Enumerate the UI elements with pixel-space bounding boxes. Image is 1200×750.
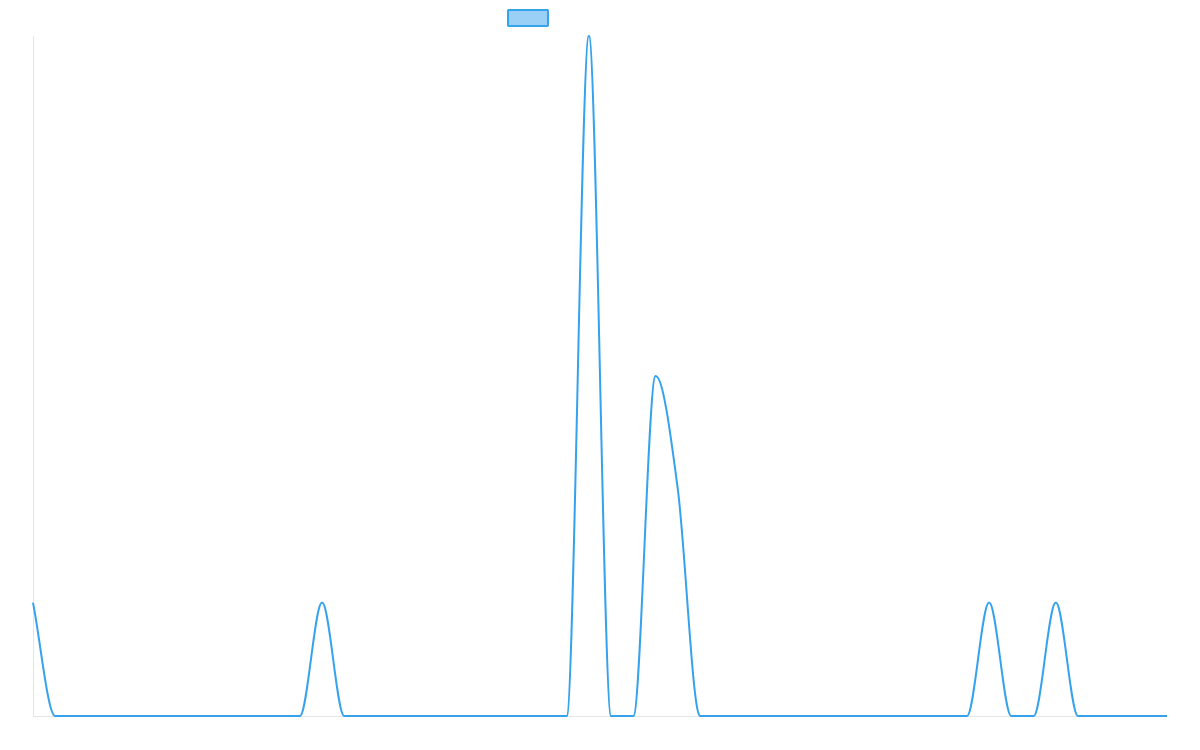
- data-point[interactable]: [608, 713, 614, 719]
- data-point[interactable]: [764, 713, 770, 719]
- data-point[interactable]: [408, 713, 414, 719]
- data-point[interactable]: [97, 713, 103, 719]
- data-point[interactable]: [186, 713, 192, 719]
- data-point[interactable]: [897, 713, 903, 719]
- data-point[interactable]: [919, 713, 925, 719]
- data-point[interactable]: [653, 373, 659, 379]
- data-point[interactable]: [1164, 713, 1170, 719]
- data-point[interactable]: [786, 713, 792, 719]
- data-point[interactable]: [30, 600, 36, 606]
- data-point[interactable]: [1142, 713, 1148, 719]
- data-point[interactable]: [964, 713, 970, 719]
- data-point[interactable]: [275, 713, 281, 719]
- data-point[interactable]: [942, 713, 948, 719]
- data-point[interactable]: [808, 713, 814, 719]
- data-point[interactable]: [364, 713, 370, 719]
- data-point[interactable]: [475, 713, 481, 719]
- data-point[interactable]: [497, 713, 503, 719]
- data-point[interactable]: [141, 713, 147, 719]
- data-point[interactable]: [1031, 713, 1037, 719]
- data-point[interactable]: [386, 713, 392, 719]
- data-point[interactable]: [52, 713, 58, 719]
- data-point[interactable]: [541, 713, 547, 719]
- data-point[interactable]: [586, 33, 592, 39]
- data-point[interactable]: [252, 713, 258, 719]
- data-point[interactable]: [1053, 600, 1059, 606]
- data-point[interactable]: [297, 713, 303, 719]
- series-layer: [32, 35, 1167, 717]
- data-point[interactable]: [230, 713, 236, 719]
- data-point[interactable]: [430, 713, 436, 719]
- data-point[interactable]: [519, 713, 525, 719]
- legend[interactable]: [507, 9, 549, 27]
- data-point[interactable]: [564, 713, 570, 719]
- data-point[interactable]: [1075, 713, 1081, 719]
- data-point[interactable]: [986, 600, 992, 606]
- data-point[interactable]: [319, 600, 325, 606]
- data-point[interactable]: [1120, 713, 1126, 719]
- data-point[interactable]: [875, 713, 881, 719]
- data-point[interactable]: [630, 713, 636, 719]
- data-point[interactable]: [719, 713, 725, 719]
- series-line-0[interactable]: [32, 35, 1167, 717]
- data-point[interactable]: [208, 713, 214, 719]
- data-point[interactable]: [1097, 713, 1103, 719]
- data-point[interactable]: [452, 713, 458, 719]
- data-point[interactable]: [675, 486, 681, 492]
- data-point[interactable]: [163, 713, 169, 719]
- data-point[interactable]: [853, 713, 859, 719]
- data-point[interactable]: [1008, 713, 1014, 719]
- data-point[interactable]: [742, 713, 748, 719]
- data-point[interactable]: [830, 713, 836, 719]
- data-point[interactable]: [341, 713, 347, 719]
- data-point[interactable]: [697, 713, 703, 719]
- legend-swatch[interactable]: [507, 9, 549, 27]
- data-point[interactable]: [74, 713, 80, 719]
- data-point[interactable]: [119, 713, 125, 719]
